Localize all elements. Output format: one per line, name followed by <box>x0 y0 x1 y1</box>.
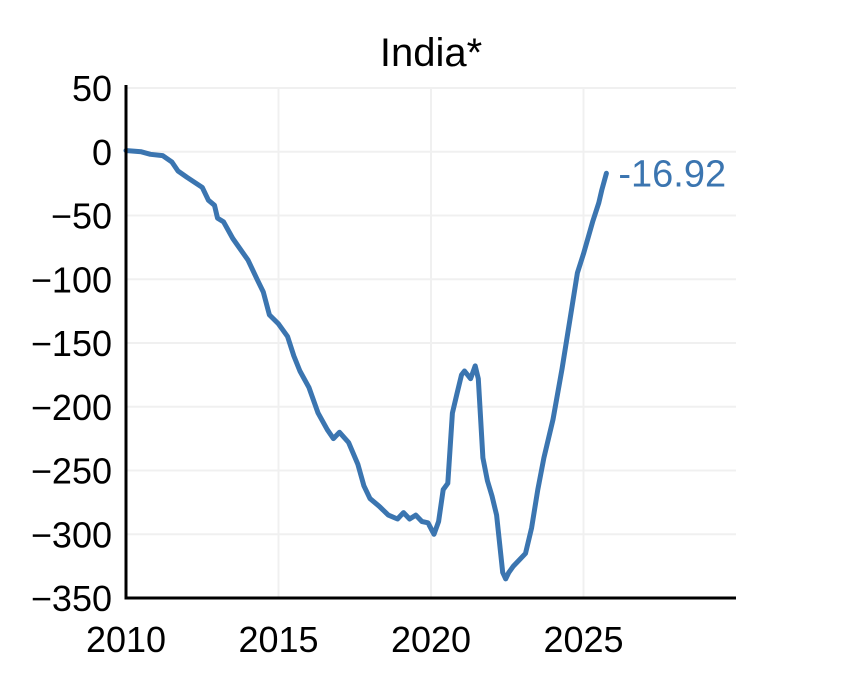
x-tick-label: 2010 <box>86 619 166 660</box>
y-tick-label: −250 <box>31 451 112 492</box>
y-tick-label: −300 <box>31 514 112 555</box>
y-axis-ticks: 50 0 −50 −100 −150 −200 −250 −300 −350 <box>31 68 112 619</box>
y-tick-label: −100 <box>31 259 112 300</box>
chart-title: India* <box>380 31 482 75</box>
grid <box>126 87 736 598</box>
y-tick-label: −50 <box>51 196 112 237</box>
x-tick-label: 2025 <box>543 619 623 660</box>
series-layer <box>123 148 609 582</box>
y-tick-label: −200 <box>31 387 112 428</box>
x-axis-ticks: 2010 2015 2020 2025 <box>86 619 624 660</box>
series-line <box>123 148 609 582</box>
x-tick-label: 2020 <box>391 619 471 660</box>
x-tick-label: 2015 <box>238 619 318 660</box>
y-tick-label: −150 <box>31 323 112 364</box>
y-tick-label: 0 <box>92 132 112 173</box>
series-end-label: -16.92 <box>618 153 726 195</box>
axes <box>124 85 736 600</box>
y-tick-label: 50 <box>72 68 112 109</box>
end-labels: -16.92 <box>618 153 726 195</box>
y-tick-label: −350 <box>31 578 112 619</box>
